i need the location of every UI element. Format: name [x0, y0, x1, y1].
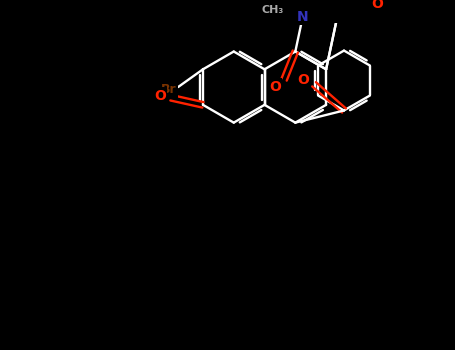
Text: Br: Br: [161, 83, 177, 96]
Text: O: O: [371, 0, 383, 10]
Text: O: O: [154, 89, 166, 103]
Text: O: O: [269, 80, 281, 94]
Text: O: O: [297, 72, 309, 86]
Text: CH₃: CH₃: [262, 6, 284, 15]
Text: N: N: [297, 10, 308, 24]
